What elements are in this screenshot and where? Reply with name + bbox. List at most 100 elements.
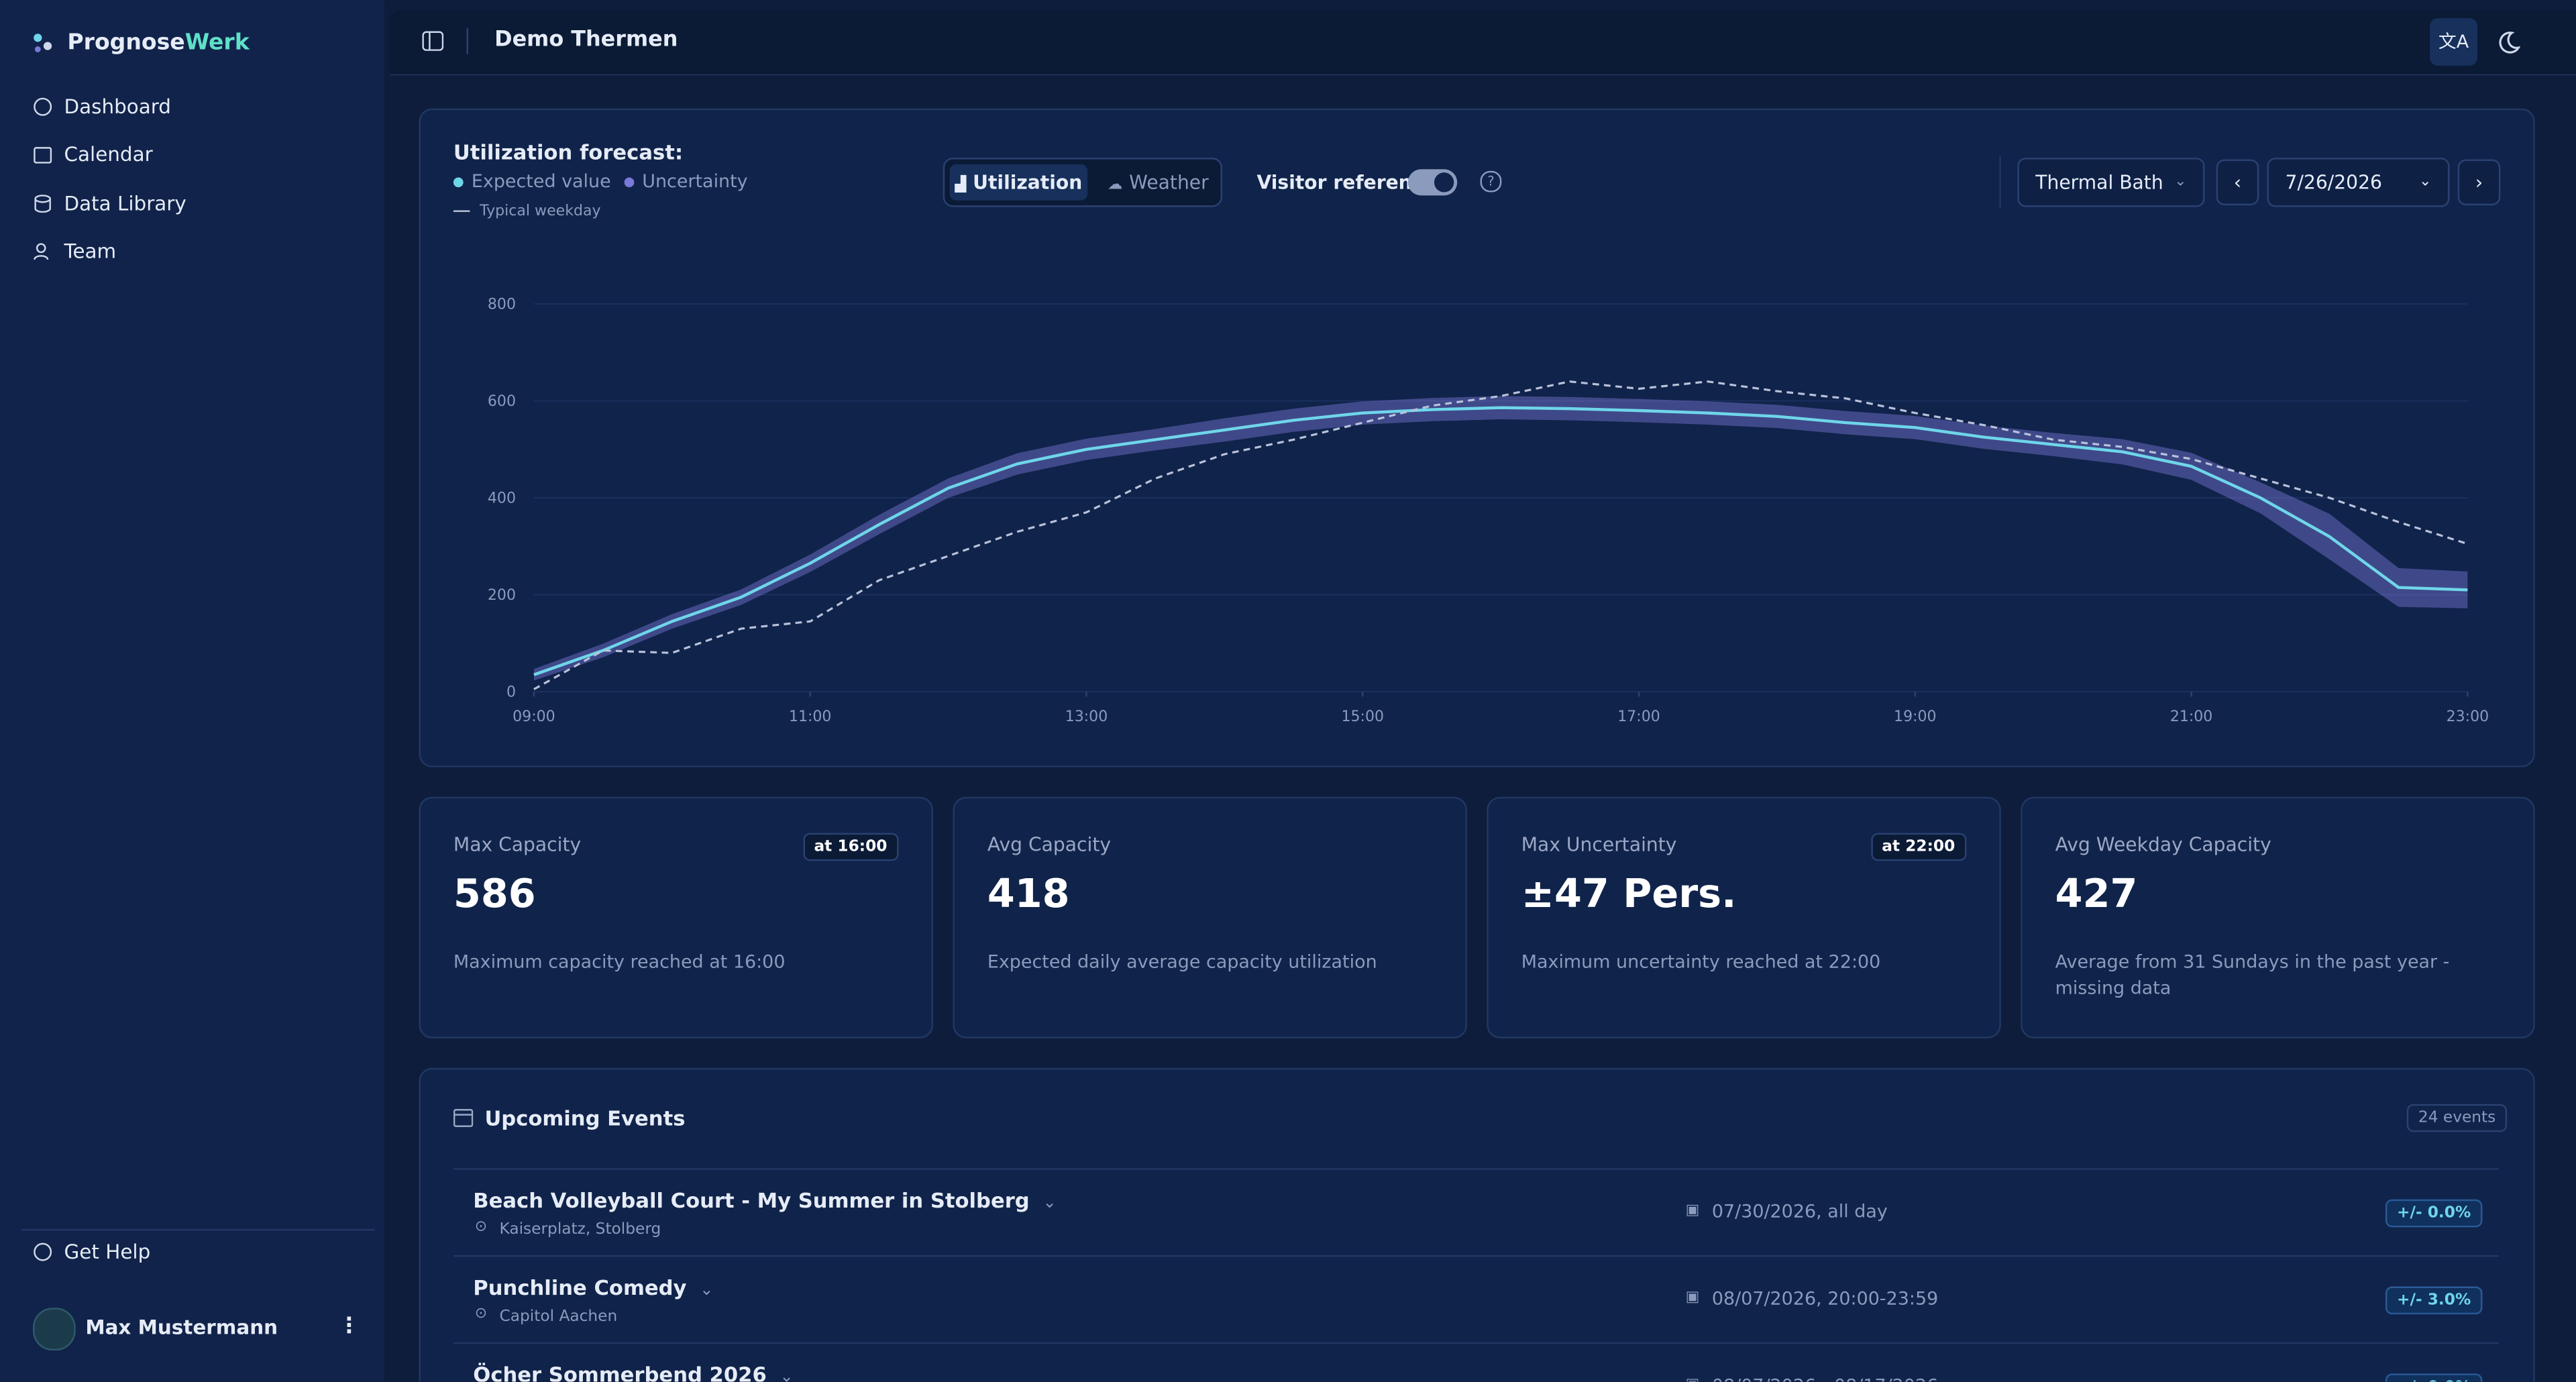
brand-a: Prognose	[67, 30, 185, 56]
stat-label: Avg Capacity	[987, 833, 1112, 856]
chart-title: Utilization forecast:	[453, 140, 684, 164]
theme-button[interactable]	[2497, 32, 2520, 54]
y-tick-label: 800	[488, 296, 516, 313]
sidebar: PrognoseWerk Dashboard Calendar Data Lib…	[0, 0, 385, 1382]
event-date: 08/07/2026, 20:00-23:59	[1711, 1288, 1939, 1310]
tab-label[interactable]: Weather	[1129, 170, 1209, 194]
stat-note: Maximum capacity reached at 16:00	[453, 951, 786, 973]
stat-note: Average from 31 Sundays in the past year…	[2055, 951, 2450, 999]
x-tick-label: 15:00	[1342, 708, 1384, 725]
events-card: Upcoming Events 24 events Beach Volleyba…	[419, 1067, 2535, 1382]
next-day[interactable]: ›	[2457, 159, 2501, 206]
brand: PrognoseWerk	[67, 30, 249, 56]
nav-item[interactable]: Data Library	[33, 193, 186, 215]
toggle[interactable]	[1407, 169, 1458, 196]
location-icon: ⊙	[474, 1219, 488, 1236]
x-tick-label: 23:00	[2447, 708, 2489, 725]
event-name[interactable]: Punchline Comedy ⌄	[473, 1275, 714, 1300]
prev-day[interactable]: ‹	[2216, 159, 2259, 206]
y-tick-label: 600	[488, 393, 516, 410]
divider	[21, 1228, 375, 1231]
nav-label[interactable]: Data Library	[64, 192, 186, 215]
language-button[interactable]: 文A	[2430, 17, 2478, 66]
date-icon: ▣	[1685, 1202, 1700, 1220]
legend-item: Typical weekday	[453, 204, 601, 220]
stat-card: Max Capacity at 16:00 586 Maximum capacity …	[419, 796, 934, 1039]
help[interactable]: Get Help	[33, 1240, 150, 1263]
tab[interactable]: ☁ Weather	[1108, 170, 1209, 194]
date-picker[interactable]: 7/26/2026 ⌄	[2267, 158, 2450, 207]
expand-icon[interactable]: ⌄	[700, 1281, 714, 1300]
forecast-line	[533, 406, 2468, 676]
select-label[interactable]: Thermal Bath	[2035, 170, 2163, 194]
event-row[interactable]: Punchline Comedy ⌄ ⊙ Capitol Aachen ▣ 08/07/2…	[453, 1255, 2499, 1342]
location-select[interactable]: Thermal Bath ⌄	[2017, 158, 2205, 207]
x-tick-label: 17:00	[1617, 708, 1660, 725]
event-location: Capitol Aachen	[499, 1308, 618, 1326]
user-name[interactable]: Max Mustermann	[85, 1316, 278, 1339]
chart: 0 200 400 600 800 09:00 11:00 13:00 15:00 17:00 19…	[488, 296, 2489, 725]
stat-label: Max Capacity	[453, 833, 582, 856]
divider	[466, 28, 468, 54]
legend: Expected value Uncertainty	[453, 171, 748, 193]
event-row[interactable]: Beach Volleyball Court - My Summer in St…	[453, 1168, 2499, 1255]
events-title: Upcoming Events	[484, 1106, 686, 1130]
legend-label: Expected value	[471, 170, 611, 193]
nav-label[interactable]: Team	[64, 240, 117, 263]
uncertainty-band	[533, 396, 2468, 681]
help-label[interactable]: Get Help	[64, 1240, 151, 1264]
page-title: Demo Thermen	[494, 28, 678, 53]
stat-badge: at 22:00	[1870, 833, 1967, 861]
location-icon: ⊙	[474, 1306, 488, 1323]
nav-item[interactable]: Dashboard	[33, 95, 171, 118]
sidebar-toggle[interactable]	[422, 31, 444, 51]
reference-line	[533, 380, 2468, 690]
event-badge: +/- 3.0%	[2385, 1286, 2483, 1315]
date-label[interactable]: 7/26/2026	[2285, 170, 2382, 194]
tab[interactable]: ▟ Utilization	[949, 164, 1088, 201]
event-date: 07/30/2026, all day	[1711, 1201, 1888, 1223]
stat-note: Expected daily average capacity utilizat…	[987, 951, 1377, 973]
tab-group: ▟ Utilization ☁ Weather	[943, 158, 1223, 207]
nav-item[interactable]: Team	[33, 240, 116, 263]
stat-label: Max Uncertainty	[1521, 833, 1677, 856]
toggle-knob	[1434, 172, 1454, 193]
y-tick-label: 0	[506, 684, 516, 700]
event-name[interactable]: Beach Volleyball Court - My Summer in St…	[473, 1187, 1057, 1213]
events-count: 24 events	[2406, 1104, 2508, 1132]
x-tick-label: 13:00	[1065, 708, 1108, 725]
x-tick-label: 09:00	[513, 708, 555, 725]
stat-value: 427	[2055, 870, 2138, 917]
topbar: Demo Thermen 文A	[389, 9, 2576, 76]
x-tick-label: 19:00	[1894, 708, 1937, 725]
stat-card: Max Uncertainty at 22:00 ±47 Pers. Maximum …	[1487, 796, 2001, 1039]
user-menu[interactable]: ⋮	[338, 1314, 360, 1339]
expand-icon[interactable]: ⌄	[1042, 1194, 1057, 1213]
stat-value: ±47 Pers.	[1521, 870, 1737, 917]
legend-label: Typical weekday	[480, 203, 601, 221]
date-icon: ▣	[1686, 1377, 1700, 1381]
x-tick-label: 21:00	[2170, 708, 2213, 725]
event-location: Kaiserplatz, Stolberg	[499, 1220, 661, 1239]
legend-item: Expected value	[453, 171, 611, 193]
stat-card: Avg Weekday Capacity 427 Average from 31 S…	[2021, 796, 2535, 1039]
expand-icon[interactable]: ⌄	[780, 1369, 794, 1382]
help-icon[interactable]: ?	[1480, 170, 1502, 193]
divider	[1999, 156, 2001, 209]
nav-label[interactable]: Dashboard	[64, 95, 171, 119]
avatar[interactable]	[32, 1308, 76, 1351]
event-date: 08/07/2026 - 08/17/2026	[1712, 1375, 1938, 1382]
legend-label: Uncertainty	[642, 170, 748, 193]
nav-item[interactable]: Calendar	[33, 143, 153, 166]
stat-value: 586	[453, 870, 536, 917]
event-name[interactable]: Öcher Sommerbend 2026 ⌄	[473, 1362, 794, 1381]
stat-value: 418	[987, 870, 1070, 917]
stat-label: Avg Weekday Capacity	[2055, 833, 2271, 856]
stat-card: Avg Capacity 418 Expected daily average ca…	[953, 796, 1467, 1039]
tab-label[interactable]: Utilization	[973, 170, 1083, 194]
events-icon	[453, 1109, 474, 1127]
event-row[interactable]: Öcher Sommerbend 2026⌄⊙Aachen▣08/07/2026…	[453, 1342, 2499, 1382]
stat-note: Maximum uncertainty reached at 22:00	[1521, 951, 1881, 973]
nav-label[interactable]: Calendar	[64, 143, 153, 166]
